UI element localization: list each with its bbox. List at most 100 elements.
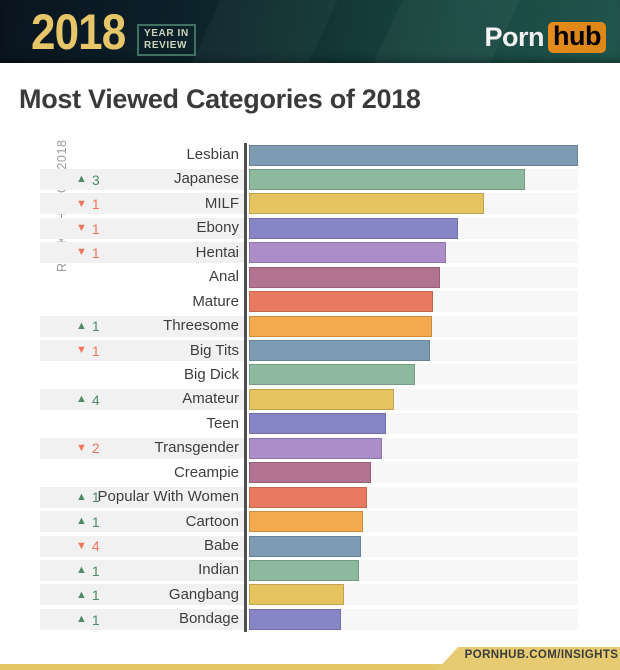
category-label: Lesbian: [186, 146, 239, 163]
rank-change-value: 1: [91, 196, 100, 213]
rank-indicator: ▲ 3: [76, 167, 100, 191]
rank-change-value: 1: [91, 318, 100, 335]
rank-change-strip: [40, 242, 244, 264]
category-bar: [249, 217, 458, 239]
bar-track: [249, 584, 578, 606]
category-row: ▼ 1 Big Tits: [0, 339, 578, 363]
category-label: Anal: [208, 268, 239, 286]
bar-track: [249, 608, 578, 630]
insights-url-text: PORNHUB.COM/INSIGHTS: [464, 649, 619, 661]
rank-change-value: 1: [91, 244, 100, 261]
bar-track: [249, 511, 578, 533]
category-label: Babe: [203, 537, 239, 554]
rank-change-value: 1: [91, 513, 100, 530]
category-row: Mature: [0, 290, 578, 314]
rank-indicator: ▲ 1: [76, 510, 100, 534]
badge-line-2: REVIEW: [144, 40, 188, 51]
bar-track: [249, 486, 578, 508]
rank-down-icon: ▼: [76, 539, 87, 552]
bar-chart: RANK CHANGE 2018 Lesbian ▲ 3 Japanese: [0, 139, 578, 632]
rank-change-value: 1: [91, 562, 100, 579]
category-row: Lesbian: [0, 143, 578, 167]
bar-track: [249, 535, 578, 557]
category-bar: [249, 437, 383, 459]
category-bar: [249, 584, 345, 606]
rank-change-value: 1: [91, 220, 100, 237]
category-label: Cartoon: [185, 512, 239, 530]
bar-track: [249, 144, 578, 166]
category-bar: [249, 462, 371, 484]
rank-change-value: 4: [91, 391, 100, 408]
rank-down-icon: ▼: [76, 222, 87, 235]
rank-indicator: ▼ 1: [76, 216, 100, 240]
axis-line: [244, 143, 247, 632]
rank-up-icon: ▲: [76, 173, 87, 186]
category-row: Creampie: [0, 461, 578, 485]
bar-track: [249, 291, 578, 313]
rank-down-icon: ▼: [76, 441, 87, 454]
bar-track: [249, 242, 578, 264]
rank-change-value: 1: [91, 611, 100, 628]
category-bar: [249, 535, 361, 557]
category-bar: [249, 608, 342, 630]
category-label: Mature: [192, 292, 239, 310]
category-row: ▲ 1 Popular With Women: [0, 485, 578, 509]
year-in-review-badge: YEAR IN REVIEW: [137, 24, 196, 56]
year-2018-text: 2018: [31, 4, 126, 60]
bar-track: [249, 340, 578, 361]
category-label: Hentai: [195, 243, 239, 261]
rank-down-icon: ▼: [76, 197, 87, 210]
rank-indicator: ▼ 4: [76, 534, 100, 558]
chart-rows: Lesbian ▲ 3 Japanese ▼ 1 MILF: [0, 143, 578, 632]
rank-change-strip: [40, 584, 244, 606]
category-row: ▲ 1 Indian: [0, 558, 578, 582]
bar-track: [249, 168, 578, 190]
rank-change-strip: [40, 437, 244, 459]
category-row: ▼ 1 Hentai: [0, 241, 578, 265]
rank-change-strip: [40, 486, 244, 508]
rank-change-strip: [40, 535, 244, 557]
rank-indicator: ▲ 1: [76, 558, 100, 582]
rank-change-value: 1: [91, 342, 100, 359]
category-row: ▲ 1 Gangbang: [0, 583, 578, 607]
category-label: Indian: [198, 561, 239, 579]
category-row: ▼ 2 Transgender: [0, 436, 578, 460]
category-bar: [249, 315, 432, 337]
category-bar: [249, 144, 578, 166]
rank-indicator: ▲ 1: [76, 607, 100, 631]
category-row: ▲ 1 Threesome: [0, 314, 578, 338]
category-bar: [249, 559, 360, 581]
rank-up-icon: ▲: [76, 319, 87, 332]
category-bar: [249, 364, 416, 386]
category-label: Bondage: [178, 610, 239, 628]
bar-track: [249, 388, 578, 410]
rank-change-value: 1: [91, 587, 100, 604]
category-label: Teen: [206, 414, 239, 432]
rank-change-strip: [40, 168, 244, 190]
rank-change-value: 4: [91, 538, 100, 555]
rank-change-value: 3: [91, 171, 100, 188]
rank-down-icon: ▼: [76, 246, 87, 259]
rank-up-icon: ▲: [76, 564, 87, 577]
category-label: MILF: [204, 194, 239, 212]
category-row: Teen: [0, 412, 578, 436]
bar-track: [249, 266, 578, 288]
category-row: Anal: [0, 265, 578, 289]
bar-track: [249, 217, 578, 239]
rank-change-strip: [40, 608, 244, 630]
rank-indicator: ▲ 1: [76, 583, 100, 607]
category-row: ▲ 1 Cartoon: [0, 510, 578, 534]
logo-hub-badge: hub: [548, 22, 606, 53]
bar-track: [249, 559, 578, 581]
page-title: Most Viewed Categories of 2018: [19, 84, 421, 114]
bar-track: [249, 193, 578, 215]
rank-change-strip: [40, 340, 244, 361]
header-banner: 2018 YEAR IN REVIEW Porn hub: [0, 0, 620, 63]
bar-track: [249, 364, 578, 386]
footer-gold-strip: [0, 664, 620, 670]
category-bar: [249, 486, 368, 508]
rank-change-strip: [40, 559, 244, 581]
category-label: Big Tits: [189, 341, 239, 359]
rank-up-icon: ▲: [76, 490, 87, 503]
